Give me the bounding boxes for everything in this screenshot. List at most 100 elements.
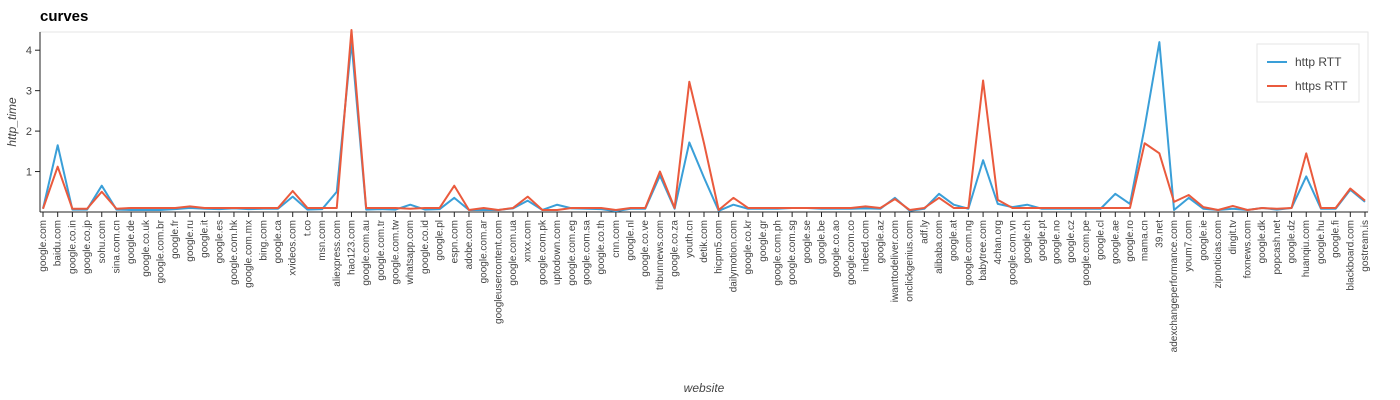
chart-title: curves: [40, 8, 89, 25]
x-tick-label: adobe.com: [464, 220, 475, 269]
x-tick-label: google.be: [817, 220, 828, 264]
x-tick-label: google.co.kr: [743, 219, 754, 274]
x-tick-label: google.co.ve: [640, 220, 651, 277]
x-tick-label: xvideos.com: [288, 220, 299, 276]
x-tick-label: indeed.com: [861, 220, 872, 272]
x-tick-label: detik.com: [699, 220, 710, 263]
legend-label: https RTT: [1295, 79, 1348, 93]
x-tick-label: google.com.hk: [229, 219, 240, 285]
x-axis: google.com baidu.com google.co.in google.co…: [38, 211, 1371, 352]
legend: http RTT https RTT: [1256, 43, 1360, 103]
x-tick-label: google.az: [875, 220, 886, 263]
x-tick-label: whatsapp.com: [405, 220, 416, 285]
x-tick-label: google.com.sg: [787, 220, 798, 285]
x-tick-label: google.com.eg: [567, 220, 578, 286]
x-tick-label: google.ca: [273, 220, 284, 264]
x-tick-label: sohu.com: [97, 220, 108, 263]
x-tick-label: google.it: [200, 220, 211, 258]
y-tick-label: 2: [26, 126, 32, 138]
x-tick-label: google.no: [1052, 220, 1063, 264]
x-tick-label: zipnoticias.com: [1213, 220, 1224, 288]
y-axis-label: http_time: [5, 97, 19, 147]
series-line-https-rtt: [42, 28, 1366, 211]
y-tick-label: 4: [26, 45, 32, 57]
x-tick-label: google.at: [949, 220, 960, 261]
x-tick-label: google.cz: [1066, 220, 1077, 263]
x-tick-label: google.gr: [758, 219, 769, 261]
x-tick-label: bing.com: [258, 220, 269, 261]
x-tick-label: gostream.is: [1360, 220, 1371, 272]
x-tick-label: google.co.id: [420, 220, 431, 274]
x-tick-label: dingit.tv: [1228, 220, 1239, 254]
x-tick-label: google.pt: [1037, 220, 1048, 261]
x-tick-label: hao123.com: [346, 220, 357, 275]
x-tick-label: foxnews.com: [1242, 220, 1253, 278]
x-tick-label: blackboard.com: [1345, 220, 1356, 291]
x-tick-label: google.com.ar: [479, 219, 490, 283]
x-tick-label: google.ie: [1198, 220, 1209, 261]
x-tick-label: google.com: [38, 220, 49, 272]
y-tick-label: 1: [26, 167, 32, 179]
x-tick-label: huanqiu.com: [1301, 220, 1312, 277]
x-tick-label: babytree.com: [978, 220, 989, 281]
x-tick-label: google.com.ng: [963, 220, 974, 286]
x-tick-label: adexchangeperformance.com: [1169, 220, 1180, 352]
x-tick-label: dailymotion.com: [728, 220, 739, 292]
x-tick-label: alibaba.com: [934, 220, 945, 274]
x-tick-label: google.es: [214, 220, 225, 263]
x-tick-label: youm7.com: [1184, 220, 1195, 272]
x-tick-label: google.com.tr: [376, 219, 387, 280]
x-tick-label: hicpm5.com: [714, 220, 725, 274]
x-tick-label: google.ae: [1110, 220, 1121, 264]
x-tick-label: google.fi: [1331, 220, 1342, 258]
x-tick-label: google.dk: [1257, 219, 1268, 263]
x-tick-label: msn.com: [317, 220, 328, 261]
x-tick-label: t.co: [302, 220, 313, 237]
x-tick-label: adf.ly: [919, 220, 930, 244]
x-tick-label: google.com.pe: [1081, 220, 1092, 286]
x-tick-label: google.com.mx: [244, 220, 255, 288]
x-tick-label: google.co.in: [67, 220, 78, 274]
x-tick-label: uptodown.com: [552, 220, 563, 285]
x-tick-label: cnn.com: [611, 220, 622, 258]
x-tick-label: google.com.ph: [772, 220, 783, 286]
x-tick-label: iwanttodeliver.com: [890, 220, 901, 302]
x-axis-label: website: [684, 381, 725, 395]
x-tick-label: google.dz: [1287, 220, 1298, 263]
x-tick-label: google.com.pk: [537, 219, 548, 285]
x-tick-label: google.com.ua: [508, 220, 519, 286]
x-tick-label: 4chan.org: [993, 220, 1004, 264]
x-tick-label: google.de: [126, 220, 137, 264]
x-tick-label: onclickgenius.com: [905, 220, 916, 302]
y-axis: 1 2 3 4: [26, 32, 41, 212]
x-tick-label: google.com.au: [361, 220, 372, 286]
x-tick-label: google.nl: [626, 220, 637, 261]
x-tick-label: google.com.co: [846, 220, 857, 285]
x-tick-label: google.fr: [170, 219, 181, 259]
series-line-http-rtt: [42, 41, 1366, 213]
x-tick-label: google.com.sa: [581, 220, 592, 285]
series-layer: [42, 28, 1366, 213]
x-tick-label: baidu.com: [53, 220, 64, 266]
x-tick-label: youth.cn: [684, 220, 695, 258]
x-tick-label: google.ch: [1022, 220, 1033, 263]
x-tick-label: 39.net: [1154, 220, 1165, 248]
x-tick-label: mama.cn: [1140, 220, 1151, 261]
x-tick-label: sina.com.cn: [111, 220, 122, 273]
x-tick-label: google.ru: [185, 220, 196, 262]
legend-label: http RTT: [1295, 55, 1342, 69]
x-tick-label: google.co.uk: [141, 219, 152, 277]
x-tick-label: google.co.ao: [831, 220, 842, 278]
y-tick-label: 3: [26, 86, 32, 98]
x-tick-label: espn.com: [449, 220, 460, 263]
x-tick-label: google.hu: [1316, 220, 1327, 264]
x-tick-label: google.co.jp: [82, 220, 93, 274]
x-tick-label: google.co.th: [596, 220, 607, 275]
legend-box: [1256, 43, 1360, 103]
x-tick-label: aliexpress.com: [332, 220, 343, 287]
x-tick-label: popcash.net: [1272, 220, 1283, 275]
x-tick-label: google.pl: [435, 220, 446, 261]
x-tick-label: google.com.tw: [391, 219, 402, 284]
x-tick-label: google.se: [802, 220, 813, 264]
